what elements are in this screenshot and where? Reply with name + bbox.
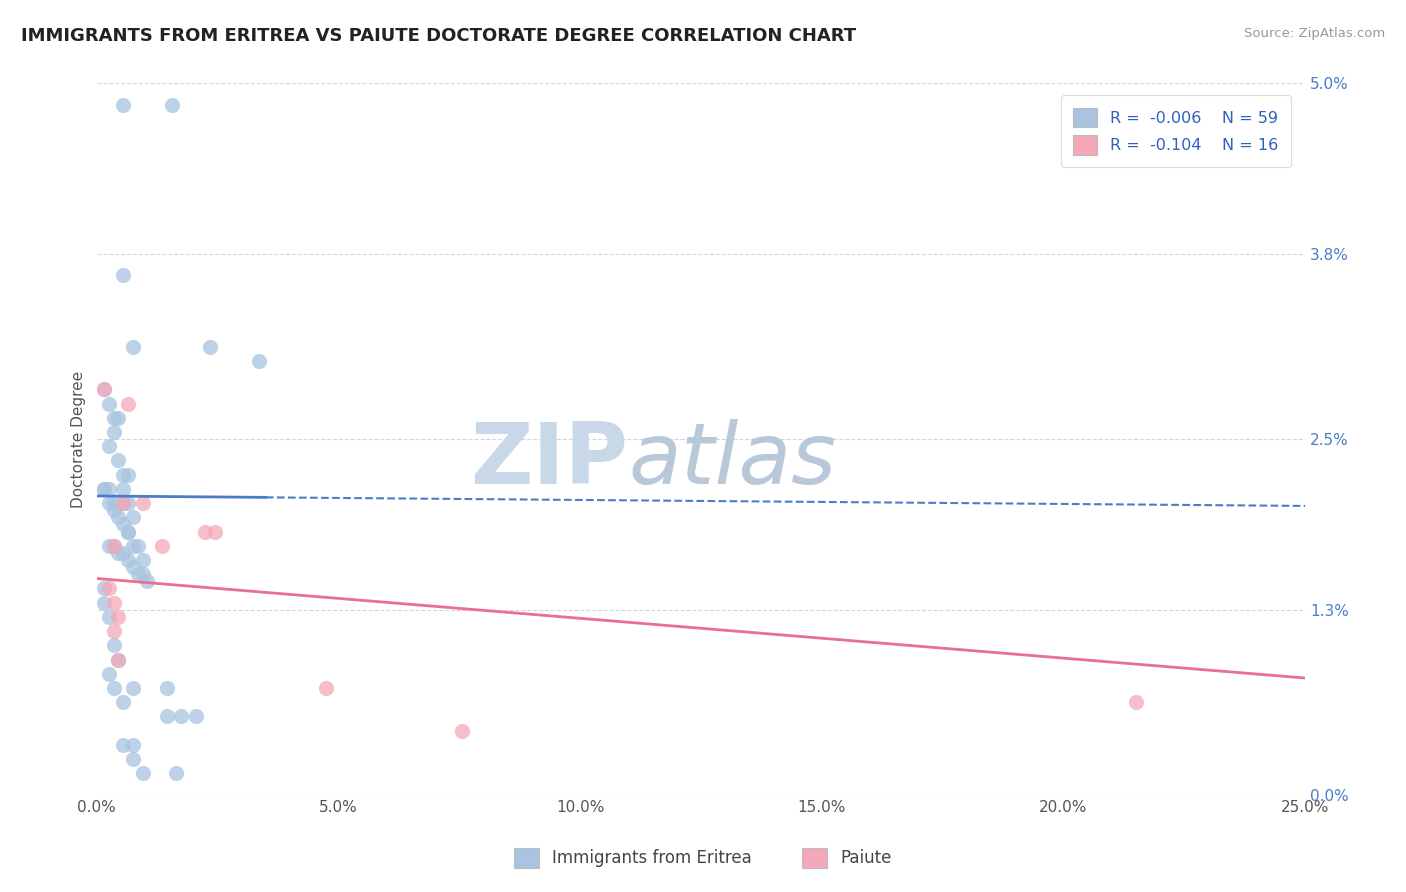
Point	[103, 503, 125, 517]
Point	[122, 752, 145, 766]
Point	[200, 340, 222, 354]
Point	[97, 439, 120, 453]
Point	[93, 482, 115, 496]
Point	[93, 582, 115, 596]
Point	[107, 546, 129, 560]
Point	[122, 738, 145, 752]
Point	[127, 567, 149, 582]
Point	[97, 539, 120, 553]
Point	[117, 553, 139, 567]
Point	[117, 496, 139, 510]
Point	[107, 652, 129, 666]
Point	[131, 496, 153, 510]
Point	[93, 596, 115, 610]
Point	[122, 510, 145, 524]
Point	[117, 396, 139, 410]
Point	[1125, 695, 1147, 709]
Point	[112, 97, 135, 112]
Point	[184, 709, 207, 723]
Point	[103, 638, 125, 652]
Point	[107, 453, 129, 467]
Point	[315, 681, 337, 695]
Point	[122, 560, 145, 574]
Text: Source: ZipAtlas.com: Source: ZipAtlas.com	[1244, 27, 1385, 40]
Point	[112, 482, 135, 496]
Point	[107, 410, 129, 425]
Point	[122, 340, 145, 354]
Point	[247, 354, 270, 368]
Point	[117, 467, 139, 482]
Point	[107, 610, 129, 624]
Point	[117, 524, 139, 539]
Point	[97, 666, 120, 681]
Point	[131, 766, 153, 780]
Point	[103, 425, 125, 439]
Point	[117, 524, 139, 539]
Point	[112, 695, 135, 709]
Point	[112, 467, 135, 482]
Text: atlas: atlas	[628, 419, 837, 502]
Point	[204, 524, 226, 539]
Point	[103, 539, 125, 553]
Point	[93, 482, 115, 496]
Point	[194, 524, 217, 539]
Text: IMMIGRANTS FROM ERITREA VS PAIUTE DOCTORATE DEGREE CORRELATION CHART: IMMIGRANTS FROM ERITREA VS PAIUTE DOCTOR…	[21, 27, 856, 45]
Point	[127, 539, 149, 553]
Point	[122, 681, 145, 695]
Point	[131, 553, 153, 567]
Point	[165, 766, 187, 780]
Point	[450, 723, 472, 738]
Point	[156, 681, 179, 695]
Point	[107, 652, 129, 666]
Point	[103, 624, 125, 639]
Point	[136, 574, 159, 589]
Point	[112, 496, 135, 510]
Point	[103, 596, 125, 610]
Point	[112, 268, 135, 283]
Point	[97, 496, 120, 510]
Point	[93, 382, 115, 396]
Point	[97, 610, 120, 624]
Point	[112, 517, 135, 532]
Y-axis label: Doctorate Degree: Doctorate Degree	[72, 370, 86, 508]
Point	[103, 496, 125, 510]
Point	[103, 539, 125, 553]
Point	[131, 567, 153, 582]
Point	[112, 546, 135, 560]
Legend: Immigrants from Eritrea, Paiute: Immigrants from Eritrea, Paiute	[508, 841, 898, 875]
Legend: R =  -0.006    N = 59, R =  -0.104    N = 16: R = -0.006 N = 59, R = -0.104 N = 16	[1060, 95, 1291, 168]
Point	[97, 396, 120, 410]
Point	[107, 510, 129, 524]
Point	[97, 482, 120, 496]
Point	[156, 709, 179, 723]
Point	[103, 681, 125, 695]
Point	[150, 539, 173, 553]
Point	[170, 709, 193, 723]
Point	[97, 582, 120, 596]
Point	[93, 382, 115, 396]
Point	[112, 496, 135, 510]
Point	[103, 410, 125, 425]
Point	[160, 97, 183, 112]
Text: ZIP: ZIP	[471, 419, 628, 502]
Point	[122, 539, 145, 553]
Point	[112, 738, 135, 752]
